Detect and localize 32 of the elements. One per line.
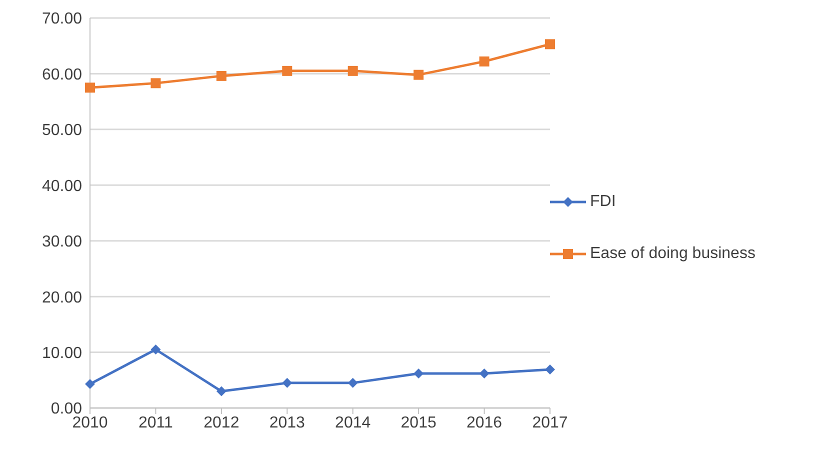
point: [348, 66, 358, 76]
point: [216, 386, 226, 396]
point: [545, 364, 555, 375]
y-tick-label: 60.00: [42, 66, 82, 84]
x-tick-label: 2016: [466, 414, 502, 432]
point: [545, 39, 555, 50]
point: [479, 56, 490, 66]
point: [414, 70, 424, 80]
y-tick-label: 50.00: [42, 122, 82, 140]
x-tick-label: 2012: [204, 414, 240, 432]
point: [282, 66, 292, 76]
legend-label: FDI: [590, 193, 616, 211]
y-tick-label: 70.00: [42, 10, 82, 28]
point: [414, 368, 424, 378]
point: [216, 70, 226, 81]
y-tick-label: 10.00: [42, 344, 82, 362]
legend-label: Ease of doing business: [590, 245, 756, 263]
point: [479, 368, 490, 378]
point: [150, 78, 161, 88]
point: [85, 379, 95, 390]
point: [348, 378, 358, 388]
y-tick-label: 40.00: [42, 178, 82, 195]
point: [150, 344, 161, 354]
x-tick-label: 2014: [335, 414, 371, 432]
point: [282, 378, 292, 388]
x-tick-label: 2013: [269, 414, 306, 432]
y-tick-label: 30.00: [42, 234, 82, 251]
x-tick-label: 2017: [532, 414, 568, 432]
x-tick-label: 2011: [138, 414, 174, 432]
y-tick-label: 20.00: [42, 289, 82, 306]
point: [85, 82, 95, 93]
x-tick-label: 2015: [400, 414, 436, 432]
